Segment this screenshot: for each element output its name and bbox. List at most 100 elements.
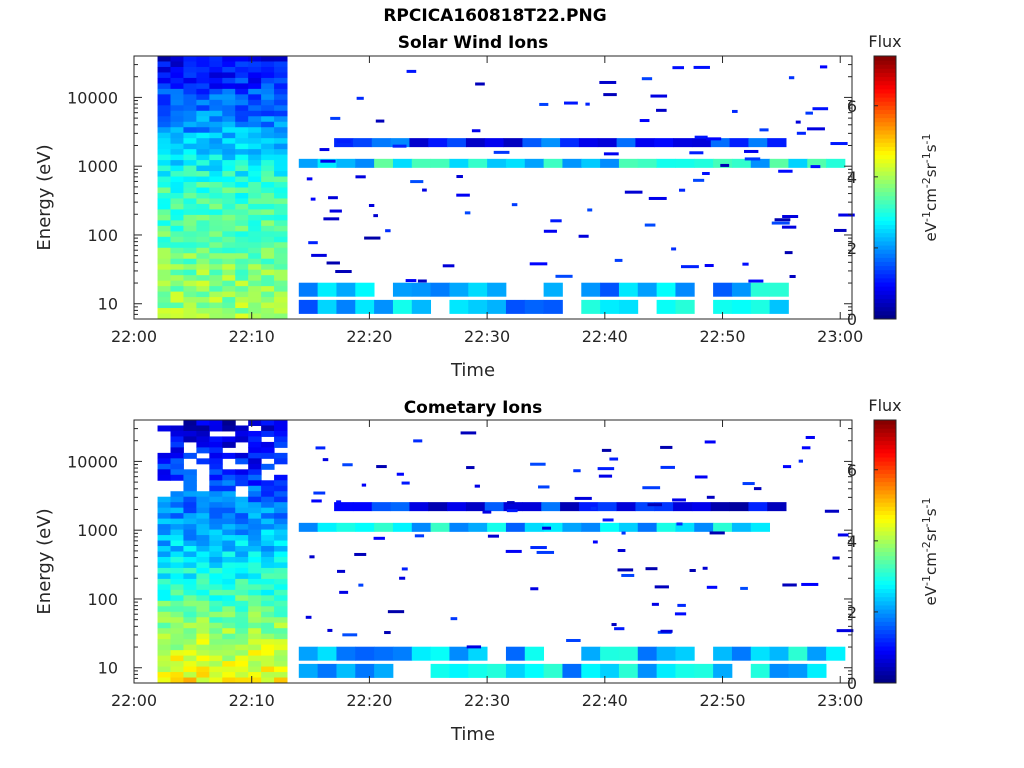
- dense-cell: [196, 192, 210, 199]
- dense-cell: [274, 458, 288, 465]
- dense-cell: [261, 149, 275, 156]
- band-cell: [600, 158, 620, 168]
- dense-cell: [209, 518, 223, 525]
- colorbar-segment: [874, 514, 896, 520]
- dense-cell: [222, 308, 236, 315]
- colorbar-segment: [874, 138, 896, 143]
- dense-cell: [248, 661, 262, 668]
- band-cell: [581, 522, 601, 532]
- dense-cell: [170, 611, 184, 618]
- sparse-cell: [305, 615, 312, 619]
- dense-cell: [248, 165, 262, 172]
- dense-cell: [222, 639, 236, 646]
- dense-cell: [235, 280, 249, 287]
- dense-cell: [248, 291, 262, 298]
- sparse-cell: [782, 215, 799, 219]
- colorbar-segment: [874, 117, 896, 123]
- band-cell: [465, 502, 486, 512]
- dense-cell: [170, 291, 184, 298]
- sparse-cell: [759, 128, 769, 132]
- dense-cell: [183, 469, 197, 476]
- sparse-cell: [373, 214, 378, 218]
- band-cell: [635, 502, 655, 512]
- dense-cell: [274, 138, 288, 145]
- dense-cell: [222, 628, 236, 635]
- dense-cell: [222, 121, 236, 128]
- dense-cell: [170, 524, 184, 531]
- sparse-cell: [674, 612, 687, 616]
- dense-cell: [196, 578, 210, 585]
- dense-cell: [261, 302, 275, 309]
- dense-cell: [248, 496, 262, 503]
- sparse-cell: [309, 555, 315, 559]
- dense-cell: [248, 436, 262, 443]
- band-cell: [468, 522, 488, 532]
- colorbar-segment: [874, 261, 896, 267]
- band-cell: [524, 646, 545, 661]
- band-cell: [374, 158, 394, 168]
- dense-cell: [235, 225, 249, 232]
- dense-cell: [222, 425, 236, 432]
- dense-cell: [248, 650, 262, 657]
- colorbar-segment: [874, 604, 896, 610]
- dense-cell: [183, 247, 197, 254]
- sparse-cell: [464, 211, 471, 215]
- dense-cell: [157, 650, 171, 657]
- sparse-cell: [614, 258, 623, 262]
- dense-cell: [248, 231, 262, 238]
- band-cell: [487, 282, 507, 297]
- sparse-cell: [592, 540, 598, 544]
- dense-cell: [183, 677, 197, 684]
- dense-cell: [248, 644, 262, 651]
- colorbar-segment: [874, 146, 896, 152]
- dense-cell: [274, 187, 288, 194]
- dense-cell: [157, 94, 171, 101]
- band-cell: [600, 522, 620, 532]
- dense-cell: [235, 589, 249, 596]
- sparse-cell: [805, 435, 815, 439]
- dense-cell: [183, 99, 197, 106]
- dense-cell: [209, 203, 223, 210]
- dense-cell: [183, 617, 197, 624]
- dense-cell: [274, 485, 288, 492]
- dense-cell: [222, 269, 236, 276]
- dense-cell: [183, 302, 197, 309]
- dense-cell: [235, 132, 249, 139]
- dense-cell: [274, 546, 288, 552]
- dense-cell: [248, 198, 262, 205]
- dense-cell: [274, 524, 288, 531]
- dense-cell: [170, 302, 184, 309]
- dense-cell: [222, 247, 236, 254]
- figure-title: RPCICA160818T22.PNG: [383, 6, 607, 26]
- dense-cell: [170, 143, 184, 150]
- band-cell: [355, 282, 375, 297]
- dense-cell: [196, 556, 210, 563]
- dense-cell: [274, 595, 288, 602]
- dense-cell: [183, 291, 197, 298]
- dense-cell: [274, 617, 288, 624]
- band-cell: [750, 299, 771, 314]
- dense-cell: [222, 203, 236, 210]
- dense-cell: [235, 578, 249, 585]
- dense-cell: [196, 666, 210, 673]
- x-axis-label: Time: [450, 360, 495, 381]
- colorbar-segment: [874, 448, 896, 454]
- dense-cell: [209, 622, 223, 629]
- dense-cell: [157, 209, 171, 216]
- dense-cell: [222, 116, 236, 123]
- dense-cell: [235, 308, 249, 315]
- dense-cell: [274, 313, 288, 320]
- dense-cell: [222, 474, 236, 481]
- dense-cell: [235, 214, 249, 221]
- dense-cell: [157, 160, 171, 167]
- sparse-cell: [471, 129, 481, 133]
- dense-cell: [235, 236, 249, 243]
- dense-cell: [209, 529, 223, 536]
- sparse-cell: [493, 150, 510, 154]
- dense-cell: [248, 66, 262, 73]
- sparse-cell: [838, 213, 855, 217]
- band-cell: [411, 646, 432, 661]
- colorbar-segment: [874, 456, 896, 462]
- sparse-cell: [387, 610, 405, 614]
- dense-cell: [248, 187, 262, 194]
